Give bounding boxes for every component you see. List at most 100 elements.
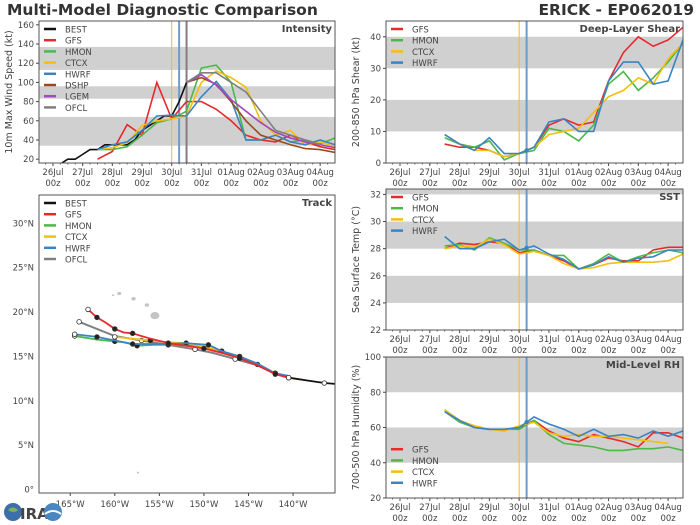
tick-date: 04Aug (654, 503, 681, 513)
tick-hour: 00z (223, 179, 239, 189)
y-tick-label: 100 (18, 78, 34, 88)
track-point-best (285, 375, 292, 381)
tick-hour: 00z (283, 179, 299, 189)
y-tick-label: 140 (18, 40, 34, 50)
tick-date: 28Jul (449, 503, 470, 513)
tick-hour: 00z (571, 179, 587, 189)
series-line-hwrf (97, 80, 335, 151)
legend-entry-hmon: HMON (44, 222, 92, 232)
legend-entry-ofcl: OFCL (44, 256, 88, 266)
legend-label: HWRF (412, 227, 438, 237)
shaded-band (386, 275, 683, 303)
y-tick-label: 30 (370, 64, 381, 74)
tick-hour: 00z (541, 346, 557, 356)
tick-date: 26Jul (389, 335, 410, 345)
tick-date: 30Jul (509, 335, 530, 345)
legend-entry-gfs: GFS (44, 211, 82, 221)
tick-date: 29Jul (479, 168, 500, 178)
analysis-point (524, 245, 529, 251)
island (150, 312, 160, 320)
shaded-band (386, 221, 683, 249)
tick-hour: 00z (631, 514, 647, 524)
tick-date: 31Jul (538, 335, 559, 345)
tick-date: 31Jul (538, 503, 559, 513)
x-tick-label: 30Jul 00z (509, 168, 530, 189)
x-tick-label: 28Jul 00z (449, 503, 470, 524)
y-tick-label: 60 (23, 117, 34, 127)
y-tick-label: 80 (370, 388, 381, 398)
tick-date: 28Jul (449, 168, 470, 178)
tick-hour: 00z (422, 346, 438, 356)
main-title: Multi-Model Diagnostic Comparison (7, 1, 318, 19)
tick-date: 03Aug (625, 168, 652, 178)
tick-date: 03Aug (625, 503, 652, 513)
panel-title: Mid-Level RH (606, 360, 680, 371)
x-tick-label: 03Aug 00z (625, 335, 652, 356)
y-axis-label: 10m Max Wind Speed (kt) (4, 30, 15, 153)
tick-hour: 00z (512, 514, 528, 524)
x-tick-label: 02Aug 00z (595, 503, 622, 524)
x-tick-label: 155°W (145, 500, 174, 510)
legend-entry-hwrf: HWRF (391, 479, 438, 489)
legend-label: CTCX (412, 216, 435, 226)
panel-title: Deep-Layer Shear (580, 24, 681, 35)
x-tick-label: 145°W (234, 500, 263, 510)
y-tick-label: 100 (365, 353, 381, 363)
y-axis-label: 200-850 hPa Shear (kt) (351, 37, 362, 147)
series-group (444, 235, 683, 270)
x-tick-label: 03Aug 00z (277, 168, 304, 189)
y-tick-label: 22 (370, 326, 381, 336)
panel-title: SST (659, 192, 680, 203)
track-point-gfs (129, 330, 136, 337)
track-point-hwrf (129, 341, 136, 347)
plot-frame (385, 356, 684, 499)
legend-label: BEST (65, 26, 88, 36)
series-group (60, 64, 335, 163)
legend-label: CTCX (412, 468, 435, 478)
tick-hour: 00z (571, 346, 587, 356)
track-plot (71, 291, 335, 474)
legend-entry-ctcx: CTCX (391, 468, 435, 478)
track-point-gfs (85, 306, 91, 313)
tick-hour: 00z (660, 514, 676, 524)
shaded-band (386, 99, 683, 132)
y-tick-label: 32 (370, 190, 381, 200)
legend-label: HMON (65, 48, 92, 58)
y-axis-label: Sea Surface Temp (°C) (351, 206, 362, 313)
analysis-point (524, 420, 529, 425)
track-point-gfs (165, 340, 171, 346)
series-line-lgem (186, 73, 335, 149)
x-tick-label: 28Jul 00z (449, 168, 470, 189)
tick-date: 30Jul (509, 168, 530, 178)
y-tick-label: 10°N (13, 397, 34, 407)
legend-label: OFCL (65, 104, 88, 114)
y-tick-label: 0 (376, 159, 381, 169)
x-tick-label: 140°W (279, 500, 308, 510)
legend-label: HMON (65, 222, 92, 232)
y-tick-label: 60 (370, 424, 381, 434)
x-tick-label: 27Jul 00z (419, 503, 440, 524)
plot-frame (385, 20, 684, 164)
x-tick-label: 26Jul 00z (42, 168, 63, 189)
tick-date: 02Aug (595, 503, 622, 513)
tick-date: 02Aug (247, 168, 274, 178)
tick-date: 03Aug (625, 335, 652, 345)
y-tick-label: 26 (370, 272, 381, 282)
series-line-hwrf (444, 39, 683, 155)
tick-hour: 00z (512, 346, 528, 356)
legend-label: GFS (65, 211, 82, 221)
legend-label: HWRF (65, 244, 91, 254)
tick-date: 29Jul (131, 168, 152, 178)
track-point-best (321, 380, 328, 386)
tick-hour: 00z (392, 514, 408, 524)
tick-hour: 00z (541, 179, 557, 189)
x-tick-label: 29Jul 00z (479, 335, 500, 356)
x-tick-label: 27Jul 00z (419, 335, 440, 356)
tick-date: 29Jul (479, 335, 500, 345)
series-line-ofcl (186, 72, 321, 146)
tick-hour: 00z (512, 179, 528, 189)
track-point-gfs (201, 345, 207, 352)
tick-date: 29Jul (479, 503, 500, 513)
